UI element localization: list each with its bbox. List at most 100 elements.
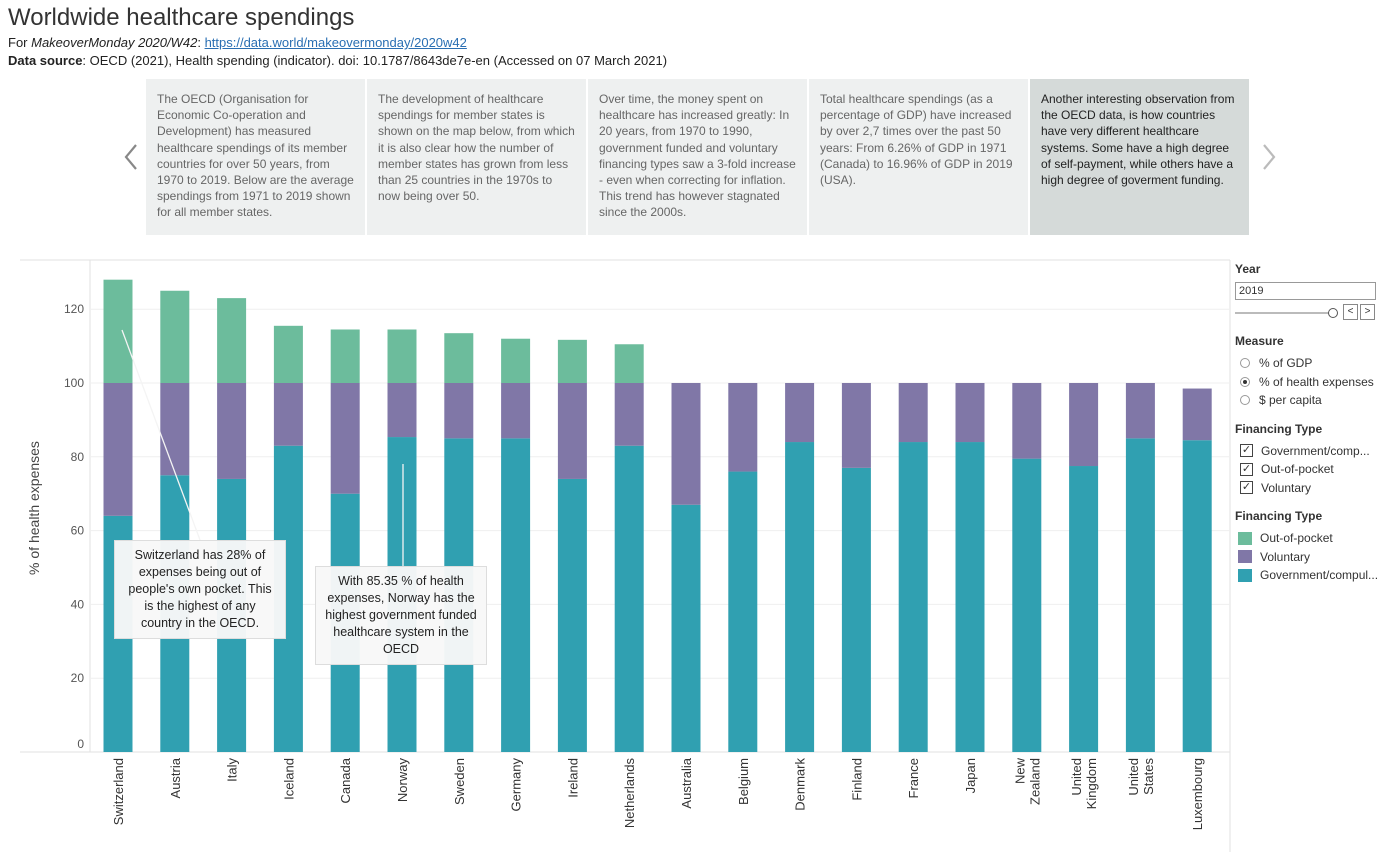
bar-segment — [785, 383, 815, 443]
bar-segment — [728, 471, 758, 752]
x-tick-label: France — [906, 758, 921, 798]
year-slider-handle[interactable] — [1328, 308, 1338, 318]
legend-swatch — [1238, 550, 1252, 564]
x-tick-label-line: Norway — [395, 758, 410, 803]
story-card[interactable]: Another interesting observation from the… — [1030, 79, 1249, 235]
checkbox[interactable]: ✓ — [1240, 444, 1253, 458]
bar-segment — [557, 383, 587, 479]
year-next-button[interactable]: > — [1360, 304, 1375, 320]
x-tick-label: United States — [1126, 758, 1156, 796]
legend-item: Voluntary — [1235, 548, 1395, 567]
source-label: Data source — [8, 53, 83, 68]
filter-option[interactable]: ✓ Out-of-pocket — [1235, 460, 1395, 479]
x-tick-label: Sweden — [452, 758, 467, 805]
legend-item: Out-of-pocket — [1235, 529, 1395, 548]
radio-button[interactable] — [1240, 358, 1250, 369]
x-tick-label: United Kingdom — [1069, 758, 1099, 809]
annotation-switzerland: Switzerland has 28% of expenses being ou… — [114, 540, 286, 639]
measure-title: Measure — [1235, 334, 1284, 348]
bar-segment — [1125, 383, 1155, 439]
bar-segment — [1012, 458, 1042, 752]
year-slider[interactable]: < > — [1235, 304, 1395, 322]
filter-option-label: Government/comp... — [1261, 443, 1370, 458]
annotation-leader-switzerland — [121, 329, 201, 541]
x-tick-label-line: Denmark — [793, 758, 808, 811]
bar-segment — [444, 333, 474, 383]
x-tick-label-line: New — [1012, 757, 1027, 784]
filter-option-label: Voluntary — [1261, 480, 1312, 495]
financing-filter: ✓ Government/comp... ✓ Out-of-pocket ✓ Volunt… — [1235, 442, 1395, 498]
x-tick-label-line: Canada — [338, 757, 353, 803]
legend-label: Out-of-pocket — [1260, 531, 1333, 546]
makeover-label: MakeoverMonday 2020/W42 — [31, 35, 198, 50]
x-tick-label: Italy — [225, 758, 240, 782]
story-card[interactable]: Over time, the money spent on healthcare… — [588, 79, 807, 235]
bar-segment — [1012, 383, 1042, 459]
bar-segment — [330, 329, 360, 383]
x-tick-label-line: States — [1141, 758, 1156, 795]
bar-segment — [614, 383, 644, 446]
year-prev-button[interactable]: < — [1343, 304, 1358, 320]
bar-segment — [330, 383, 360, 494]
bar-segment — [1182, 388, 1212, 441]
measure-option[interactable]: % of health expenses — [1235, 373, 1395, 392]
measure-option[interactable]: % of GDP — [1235, 354, 1395, 373]
x-tick-label-line: Italy — [225, 758, 240, 782]
story-card[interactable]: The development of healthcare spendings … — [367, 79, 586, 235]
carousel-prev-button[interactable] — [118, 137, 144, 177]
bar-segment — [444, 383, 474, 439]
checkbox[interactable]: ✓ — [1240, 462, 1253, 476]
measure-option[interactable]: $ per capita — [1235, 391, 1395, 410]
x-tick-label: Canada — [338, 757, 353, 803]
measure-options: % of GDP % of health expenses $ per capita — [1235, 354, 1395, 410]
legend: Out-of-pocket Voluntary Government/compul.… — [1235, 529, 1395, 585]
carousel-next-button[interactable] — [1256, 137, 1282, 177]
x-tick-label-line: Sweden — [452, 758, 467, 805]
bar-segment — [387, 329, 417, 383]
bar-segment — [160, 383, 190, 476]
year-input[interactable]: 2019 — [1235, 282, 1376, 300]
x-tick-label: Denmark — [793, 758, 808, 811]
bar-segment — [1069, 383, 1099, 467]
bar-segment — [614, 344, 644, 383]
x-tick-label-line: Germany — [509, 758, 524, 812]
bar-segment — [273, 383, 303, 446]
x-tick-label-line: Austria — [168, 757, 183, 798]
source-link[interactable]: https://data.world/makeovermonday/2020w4… — [204, 35, 467, 50]
legend-swatch — [1238, 531, 1252, 545]
annotation-norway: With 85.35 % of health expenses, Norway … — [315, 566, 487, 665]
bar-segment — [103, 383, 133, 516]
bar-segment — [501, 338, 531, 383]
x-tick-label-line: Zealand — [1027, 758, 1042, 805]
radio-button[interactable] — [1240, 376, 1250, 387]
bar-segment — [671, 504, 701, 752]
filter-option[interactable]: ✓ Voluntary — [1235, 479, 1395, 498]
radio-button[interactable] — [1240, 395, 1250, 406]
y-tick-label: 100 — [64, 376, 84, 390]
filter-title: Financing Type — [1235, 421, 1323, 436]
x-tick-label: Finland — [849, 758, 864, 801]
story-cards: The OECD (Organisation for Economic Co-o… — [146, 79, 1249, 235]
year-slider-track — [1235, 312, 1331, 314]
story-card[interactable]: The OECD (Organisation for Economic Co-o… — [146, 79, 365, 235]
bar-segment — [501, 438, 531, 752]
legend-label: Government/compul... — [1260, 568, 1379, 583]
x-tick-label-line: Japan — [963, 758, 978, 793]
filter-option[interactable]: ✓ Government/comp... — [1235, 442, 1395, 461]
bar-segment — [841, 467, 871, 752]
x-tick-label-line: France — [906, 758, 921, 798]
checkbox[interactable]: ✓ — [1240, 481, 1253, 495]
x-tick-label-line: Iceland — [281, 758, 296, 800]
legend-title: Financing Type — [1235, 509, 1323, 523]
x-tick-label: Australia — [679, 757, 694, 808]
chevron-right-icon — [1263, 144, 1276, 170]
x-tick-label: Belgium — [736, 758, 751, 805]
story-card[interactable]: Total healthcare spendings (as a percent… — [809, 79, 1028, 235]
bar-segment — [217, 383, 247, 479]
x-tick-label: Austria — [168, 757, 183, 798]
chevron-left-icon — [124, 144, 137, 170]
x-tick-label-line: Ireland — [565, 758, 580, 798]
page-title: Worldwide healthcare spendings — [8, 4, 355, 31]
y-tick-label: 20 — [71, 671, 85, 685]
x-tick-label: Ireland — [565, 758, 580, 798]
